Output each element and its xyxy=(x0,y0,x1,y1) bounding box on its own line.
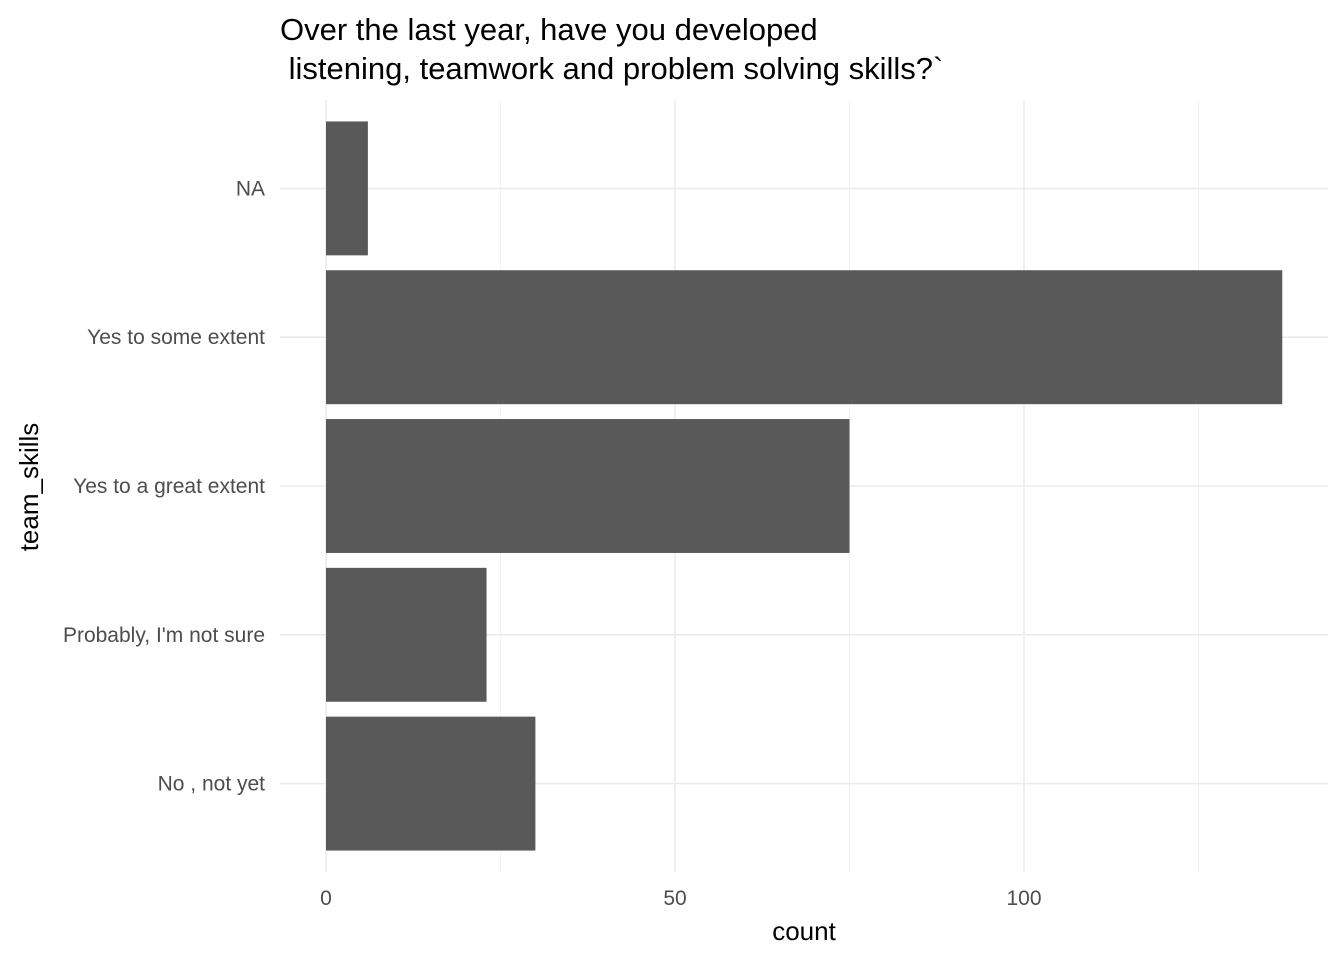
y-tick-label: Yes to some extent xyxy=(87,326,265,349)
x-tick-label: 100 xyxy=(1006,887,1041,910)
y-tick-label: NA xyxy=(236,177,265,200)
label-layer: No , not yet Probably, I'm not sure Yes to… xyxy=(63,177,1042,910)
x-tick-label: 0 xyxy=(320,887,332,910)
chart-title-line-1: Over the last year, have you developed xyxy=(280,12,818,47)
bar-layer xyxy=(326,121,1283,851)
x-tick-label: 50 xyxy=(663,887,686,910)
bar-1 xyxy=(326,567,487,702)
bar-2 xyxy=(326,419,850,553)
bar-4 xyxy=(326,121,368,256)
x-axis-title: count xyxy=(772,916,836,946)
chart-title-line-2: listening, teamwork and problem solving … xyxy=(280,51,943,86)
bar-0 xyxy=(326,716,536,851)
y-tick-label: Yes to a great extent xyxy=(73,475,265,498)
y-tick-label: Probably, I'm not sure xyxy=(63,624,265,647)
y-axis-title: team_skills xyxy=(14,423,44,552)
y-tick-label: No , not yet xyxy=(158,773,266,796)
bar-3 xyxy=(326,270,1283,405)
